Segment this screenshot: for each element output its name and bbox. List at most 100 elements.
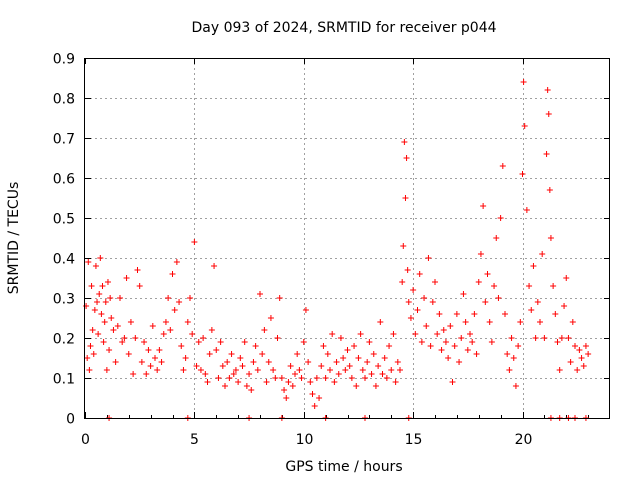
data-point <box>372 383 379 389</box>
data-point <box>156 347 163 353</box>
data-point <box>390 331 397 337</box>
data-point <box>346 363 353 369</box>
data-point <box>585 351 592 357</box>
y-tick-label: 0.1 <box>53 372 75 388</box>
data-point <box>294 351 301 357</box>
data-point <box>219 363 226 369</box>
data-point <box>313 375 320 381</box>
data-point <box>101 319 108 325</box>
data-point <box>176 299 183 305</box>
data-point <box>110 327 117 333</box>
data-point <box>423 323 430 329</box>
data-point <box>267 315 274 321</box>
data-point <box>235 379 242 385</box>
data-point <box>119 339 126 345</box>
data-point <box>359 367 366 373</box>
data-point <box>502 311 508 317</box>
data-point <box>348 375 355 381</box>
data-point <box>528 307 535 313</box>
data-point <box>228 351 235 357</box>
data-point <box>357 331 364 337</box>
y-tick-label: 0.9 <box>53 52 75 68</box>
data-point <box>195 339 202 345</box>
data-point <box>237 355 244 361</box>
data-point <box>344 347 351 353</box>
data-point <box>392 379 399 385</box>
data-point <box>383 375 390 381</box>
data-point <box>298 375 305 381</box>
data-point <box>442 339 449 345</box>
data-point <box>467 331 473 337</box>
data-point <box>178 343 185 349</box>
data-point <box>189 331 196 337</box>
data-point <box>302 307 309 313</box>
data-point <box>456 359 463 365</box>
data-point <box>375 363 382 369</box>
data-point <box>211 263 218 269</box>
data-point <box>432 279 438 285</box>
data-point <box>402 195 409 201</box>
data-point <box>281 387 288 393</box>
data-point <box>318 363 325 369</box>
data-point <box>499 163 506 169</box>
data-point <box>366 339 373 345</box>
data-point <box>335 371 342 377</box>
data-point <box>399 279 406 285</box>
data-point <box>388 367 395 373</box>
data-point <box>160 331 167 337</box>
data-point <box>449 379 456 385</box>
data-point <box>469 339 476 345</box>
data-point <box>213 347 220 353</box>
data-point <box>261 327 268 333</box>
data-point <box>340 355 347 361</box>
plot-frame <box>84 58 610 419</box>
data-point <box>167 327 174 333</box>
data-point <box>401 139 408 145</box>
data-point <box>127 319 134 325</box>
data-point <box>543 151 550 157</box>
data-point <box>134 267 141 273</box>
data-point <box>86 367 93 373</box>
y-tick-label: 0.5 <box>53 212 75 228</box>
data-point <box>106 347 113 353</box>
data-point <box>309 391 316 397</box>
data-point <box>202 371 209 377</box>
data-point <box>138 359 145 365</box>
data-points <box>83 79 592 421</box>
data-point <box>187 295 193 301</box>
data-point <box>324 351 331 357</box>
data-point <box>296 367 303 373</box>
data-point <box>404 267 411 273</box>
data-point <box>370 351 377 357</box>
data-point <box>403 155 410 161</box>
data-point <box>480 203 487 209</box>
data-point <box>241 339 248 345</box>
data-point <box>87 343 94 349</box>
data-point <box>353 383 360 389</box>
data-point <box>475 279 482 285</box>
data-point <box>414 307 421 313</box>
data-point <box>130 371 137 377</box>
data-point <box>289 383 296 389</box>
data-point <box>576 347 583 353</box>
data-point <box>158 359 165 365</box>
data-point <box>98 311 105 317</box>
data-point <box>440 327 447 333</box>
data-point <box>418 339 425 345</box>
data-point <box>200 335 207 341</box>
data-point <box>307 379 314 385</box>
y-tick-label: 0 <box>66 412 75 428</box>
data-point <box>458 335 465 341</box>
data-point <box>136 283 143 289</box>
data-point <box>394 359 401 365</box>
data-point <box>438 347 445 353</box>
data-point <box>436 311 443 317</box>
data-point <box>364 359 371 365</box>
data-point <box>421 295 428 301</box>
data-point <box>546 187 553 193</box>
data-point <box>429 299 436 305</box>
data-point <box>254 367 261 373</box>
data-point <box>519 171 526 177</box>
data-point <box>397 367 403 373</box>
